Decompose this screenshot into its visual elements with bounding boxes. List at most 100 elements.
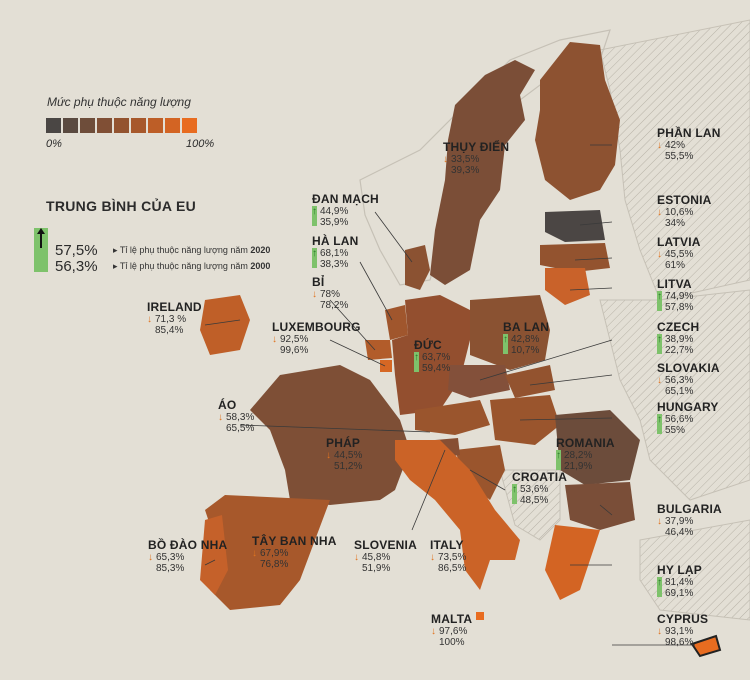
country-poland [470,295,550,370]
country-name: CZECH [657,320,700,334]
arrow-up-icon: ↑ [503,334,508,345]
country-name: SLOVAKIA [657,361,720,375]
arrow-down-icon: ↓ [657,375,662,386]
value-2020: 65,3% [156,552,185,563]
legend-swatch-2 [80,118,95,133]
country-name: SLOVENIA [354,538,417,552]
value-2000: 46,4% [665,527,694,538]
value-2000: 39,3% [451,165,480,176]
legend-title: Mức phụ thuộc năng lượng [47,95,191,109]
value-2000: 99,6% [280,345,309,356]
value-2020: 10,6% [665,207,694,218]
arrow-up-icon: ↑ [414,352,419,363]
country-label-spain: TÂY BAN NHA ↓ 67,9% 76,8% [252,534,337,570]
arrow-up-icon: ↑ [657,414,662,425]
value-2000: 38,3% [320,259,349,270]
country-lithuania [545,268,590,305]
country-ireland [200,295,250,355]
trend-bar [657,291,662,311]
country-label-lithuania: LITVA ↑ 74,9% 57,8% [657,277,693,313]
value-2000: 22,7% [665,345,694,356]
value-2000: 76,8% [260,559,289,570]
arrow-down-icon: ↓ [430,552,435,563]
value-2000: 57,8% [665,302,694,313]
value-2000: 55,5% [665,151,694,162]
legend-swatch-8 [182,118,197,133]
value-2020: 97,6% [439,626,468,637]
country-label-romania: ROMANIA ↑ 28,2% 21,9% [556,436,615,472]
country-sweden [430,60,535,285]
country-label-malta: MALTA ↓ 97,6% 100% [431,612,472,648]
country-name: ÁO [218,398,237,412]
arrow-down-icon: ↓ [657,626,662,637]
value-2020: 42,8% [511,334,540,345]
value-2020: 92,5% [280,334,309,345]
trend-bar [512,484,517,504]
country-label-finland: PHẦN LAN ↓ 42% 55,5% [657,126,721,162]
value-2020: 56,3% [665,375,694,386]
country-belgium [365,340,392,360]
value-2020: 42% [665,140,686,151]
country-label-portugal: BỒ ĐÀO NHA ↓ 65,3% 85,3% [148,538,227,574]
non-eu-east-region [599,289,750,501]
country-label-austria: ÁO ↓ 58,3% 65,5% [218,398,254,434]
value-2020: 28,2% [564,450,593,461]
value-2000: 61% [665,260,686,271]
trend-bar [312,248,317,268]
value-2000: 86,5% [438,563,467,574]
country-label-bulgaria: BULGARIA ↓ 37,9% 46,4% [657,502,722,538]
arrow-down-icon: ↓ [443,154,448,165]
value-2000: 65,5% [226,423,255,434]
country-name: MALTA [431,612,473,626]
arrow-up-icon: ↑ [512,484,517,495]
legend-swatch-1 [63,118,78,133]
country-name: ĐỨC [414,338,442,352]
country-italy [395,440,520,590]
country-portugal [200,515,228,595]
value-2020: 63,7% [422,352,451,363]
country-bulgaria [565,482,635,530]
country-spain [205,495,330,610]
country-greece [545,525,600,600]
trend-bar [657,577,662,597]
legend-swatch-6 [148,118,163,133]
country-luxembourg [380,360,392,372]
value-2000: 10,7% [511,345,540,356]
value-2000: 85,3% [156,563,185,574]
country-label-latvia: LATVIA ↓ 45,5% 61% [657,235,701,271]
country-name: TÂY BAN NHA [252,534,337,548]
trend-bar [503,334,508,354]
arrow-up-icon: ↑ [312,206,317,217]
country-latvia [540,243,610,272]
value-2000: 35,9% [320,217,349,228]
legend-max-label: 100% [186,138,215,150]
arrow-down-icon: ↓ [657,207,662,218]
country-slovakia [505,365,555,398]
value-2000: 98,6% [665,637,694,648]
country-name: HUNGARY [657,400,719,414]
value-2020: 68,1% [320,248,349,259]
legend-swatch-5 [131,118,146,133]
country-label-belgium: BỈ ↓ 78% 78,2% [312,275,348,311]
country-label-ireland: IRELAND ↓ 71,3 % 85,4% [147,300,202,336]
country-name: PHẦN LAN [657,126,721,140]
arrow-down-icon: ↓ [147,314,152,325]
eu-average-title: TRUNG BÌNH CỦA EU [46,198,197,214]
arrow-down-icon: ↓ [148,552,153,563]
value-2020: 38,9% [665,334,694,345]
legend-swatch-0 [46,118,61,133]
country-label-hungary: HUNGARY ↑ 56,6% 55% [657,400,719,436]
arrow-up-icon: ↑ [657,291,662,302]
country-label-czech: CZECH ↑ 38,9% 22,7% [657,320,699,356]
eu-average-2000-value: 56,3% [55,258,98,275]
country-name: ESTONIA [657,193,712,207]
country-label-greece: HY LẠP ↑ 81,4% 69,1% [657,563,702,599]
country-france [250,365,410,505]
value-2000: 65,1% [665,386,694,397]
country-label-poland: BA LAN ↑ 42,8% 10,7% [503,320,549,356]
country-denmark [405,245,430,290]
country-name: HY LẠP [657,563,702,577]
value-2000: 51,2% [334,461,363,472]
legend-swatches [46,118,197,133]
